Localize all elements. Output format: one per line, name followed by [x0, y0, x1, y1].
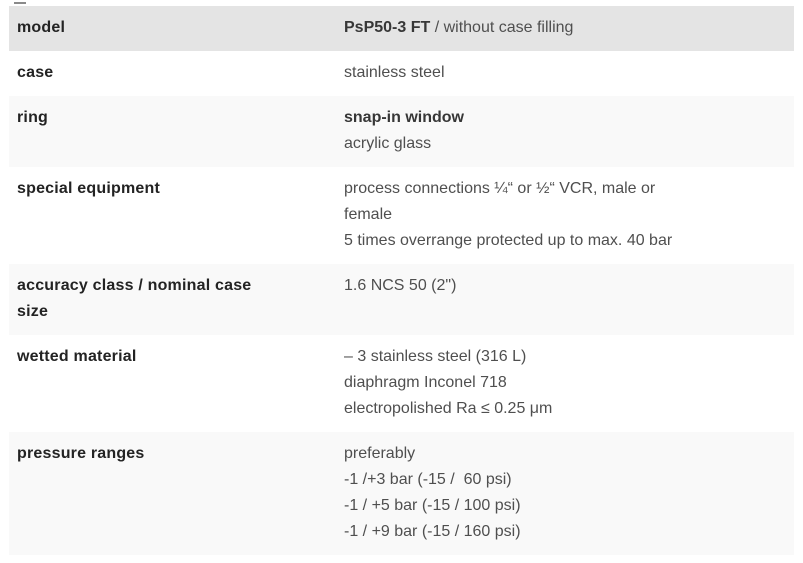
spec-label: case	[17, 64, 54, 81]
screenshot-crop-artifact	[14, 2, 26, 4]
spec-value-line: -1 / +9 bar (-15 / 160 psi)	[344, 519, 786, 545]
spec-value-line: – 3 stainless steel (316 L)	[344, 344, 786, 370]
spec-value: preferably -1 /+3 bar (-15 / 60 psi) -1 / …	[336, 432, 794, 555]
spec-value-text: -1 /+3 bar (-15 / 60 psi)	[344, 471, 512, 488]
spec-value-text: electropolished Ra ≤ 0.25 μm	[344, 400, 553, 417]
spec-value-text: diaphragm Inconel 718	[344, 374, 507, 391]
spec-value: snap-in window acrylic glass	[336, 96, 794, 167]
spec-value-text: preferably	[344, 445, 416, 462]
spec-value-text: process connections ¼“ or ½“ VCR, male o…	[344, 180, 656, 197]
spec-value-line: process connections ¼“ or ½“ VCR, male o…	[344, 176, 786, 202]
spec-value: process connections ¼“ or ½“ VCR, male o…	[336, 167, 794, 264]
spec-value-line: 5 times overrange protected up to max. 4…	[344, 228, 786, 254]
spec-value-text: acrylic glass	[344, 135, 432, 152]
spec-table: model PsP50-3 FT / without case filling ca…	[9, 6, 794, 555]
spec-value-text: female	[344, 206, 393, 223]
spec-value: stainless steel	[336, 51, 794, 96]
spec-value-text: -1 / +5 bar (-15 / 100 psi)	[344, 497, 521, 514]
spec-value-line: -1 / +5 bar (-15 / 100 psi)	[344, 493, 786, 519]
spec-row: accuracy class / nominal case size 1.6 NC…	[9, 264, 794, 335]
spec-row: pressure ranges preferably -1 /+3 bar (-15…	[9, 432, 794, 555]
spec-value-line: female	[344, 202, 786, 228]
spec-row: ring snap-in window acrylic glass	[9, 96, 794, 167]
spec-value-text: / without case filling	[430, 19, 574, 36]
spec-value-emphasis: snap-in window	[344, 109, 464, 126]
spec-value-text: – 3 stainless steel (316 L)	[344, 348, 527, 365]
spec-value: 1.6 NCS 50 (2")	[336, 264, 794, 335]
spec-value-line: stainless steel	[344, 60, 786, 86]
spec-value-text: 5 times overrange protected up to max. 4…	[344, 232, 673, 249]
spec-value-line: -1 /+3 bar (-15 / 60 psi)	[344, 467, 786, 493]
spec-value-text: -1 / +9 bar (-15 / 160 psi)	[344, 523, 521, 540]
spec-value-line: snap-in window	[344, 105, 786, 131]
spec-label: ring	[17, 109, 49, 126]
spec-value-line: PsP50-3 FT / without case filling	[344, 15, 786, 41]
spec-value: – 3 stainless steel (316 L) diaphragm Inc…	[336, 335, 794, 432]
spec-value-text: stainless steel	[344, 64, 445, 81]
spec-value-line: acrylic glass	[344, 131, 786, 157]
spec-value-line: diaphragm Inconel 718	[344, 370, 786, 396]
spec-value-line: electropolished Ra ≤ 0.25 μm	[344, 396, 786, 422]
spec-label: special equipment	[17, 180, 160, 197]
spec-label: accuracy class / nominal case size	[17, 277, 252, 320]
spec-label: wetted material	[17, 348, 137, 365]
spec-row: model PsP50-3 FT / without case filling	[9, 6, 794, 51]
spec-value-text: 1.6 NCS 50 (2")	[344, 277, 457, 294]
spec-value-line: preferably	[344, 441, 786, 467]
spec-row: special equipment process connections ¼“ …	[9, 167, 794, 264]
spec-label: pressure ranges	[17, 445, 145, 462]
spec-label: model	[17, 19, 66, 36]
spec-value-line: 1.6 NCS 50 (2")	[344, 273, 786, 299]
spec-row: case stainless steel	[9, 51, 794, 96]
spec-row: wetted material – 3 stainless steel (316 …	[9, 335, 794, 432]
spec-value: PsP50-3 FT / without case filling	[336, 6, 794, 51]
spec-value-emphasis: PsP50-3 FT	[344, 19, 431, 36]
